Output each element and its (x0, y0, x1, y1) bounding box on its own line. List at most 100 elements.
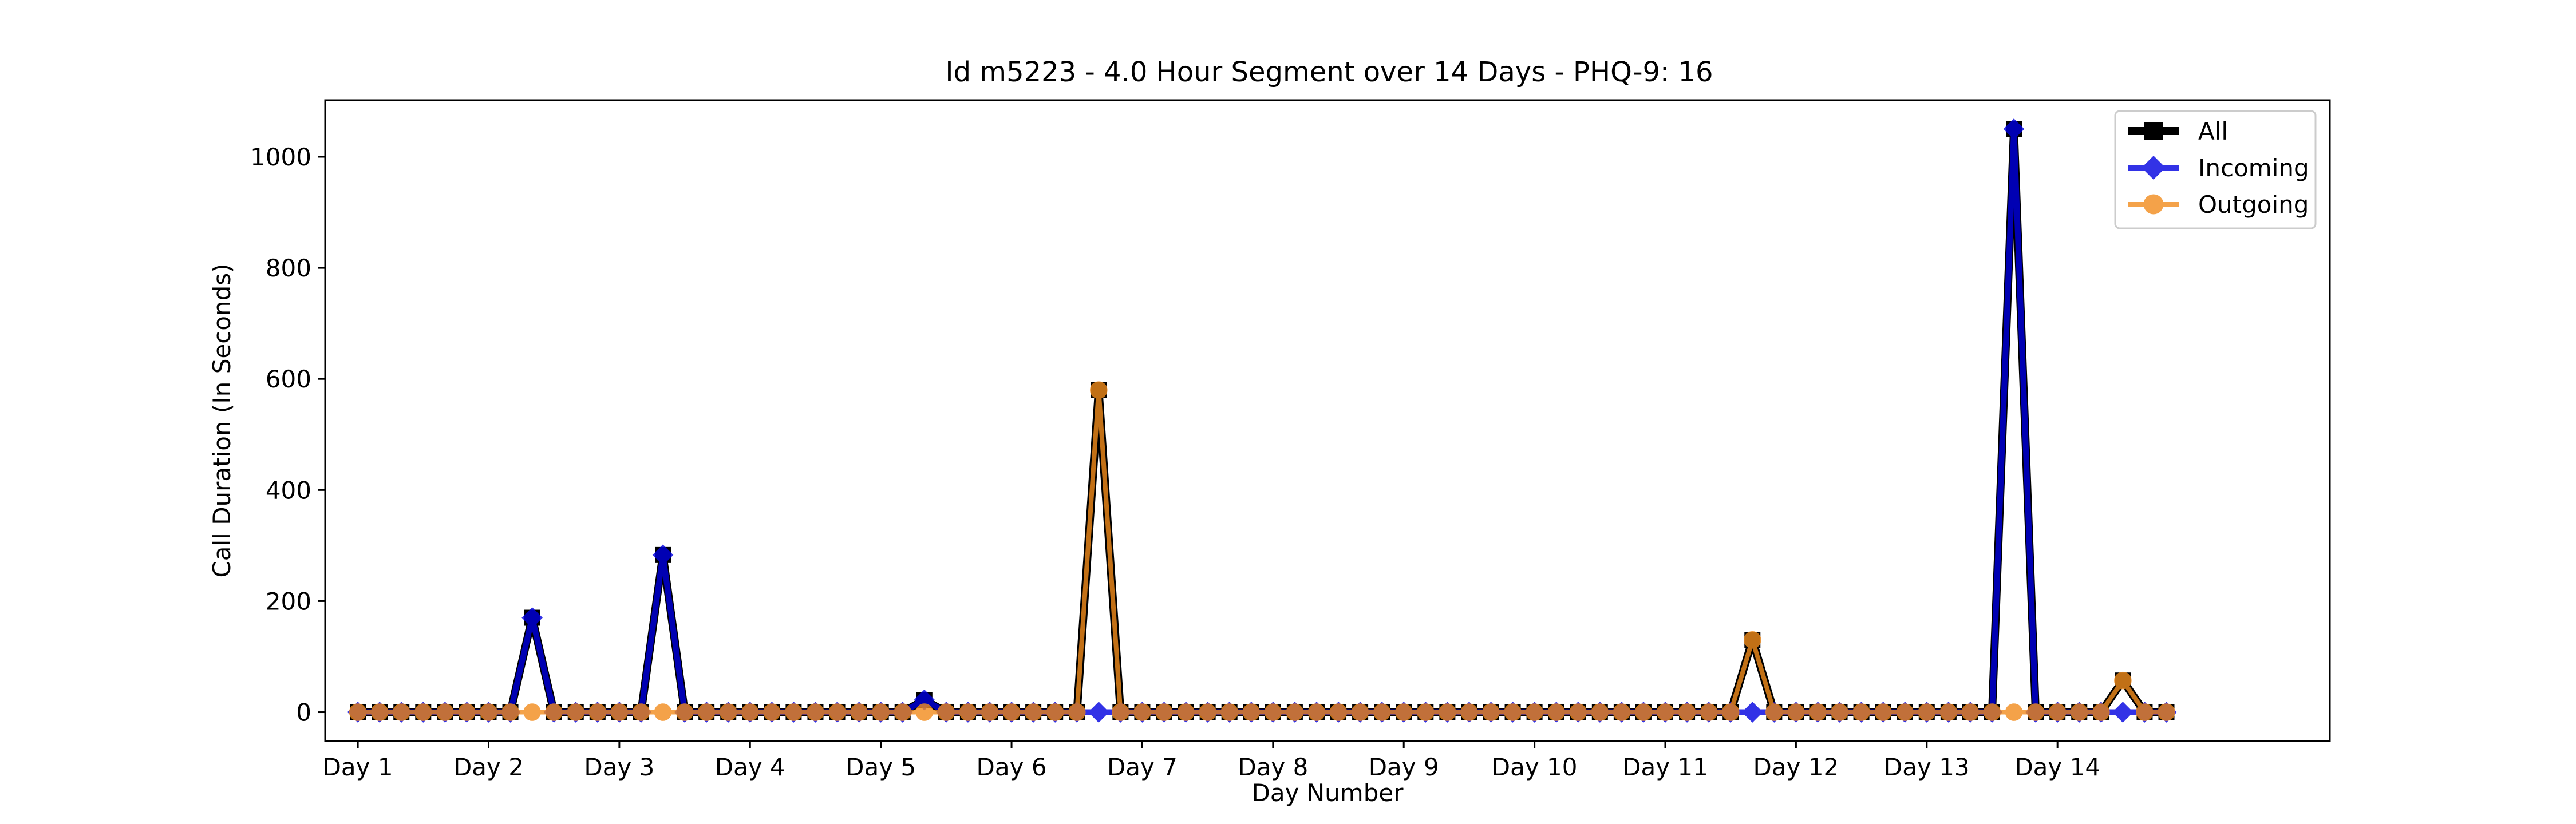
data-point-incoming (2003, 118, 2025, 140)
y-tick-label: 800 (266, 254, 311, 282)
data-point-outgoing (1656, 703, 1674, 721)
x-tick-label: Day 12 (1753, 753, 1839, 781)
x-tick-label: Day 13 (1884, 753, 1970, 781)
x-tick-label: Day 1 (323, 753, 393, 781)
legend-entry-all (2128, 122, 2179, 140)
y-axis-label: Call Duration (In Seconds) (208, 263, 236, 577)
data-point-outgoing (675, 703, 694, 721)
legend-label: Incoming (2198, 154, 2309, 182)
data-point-outgoing (1090, 381, 1108, 399)
data-point-outgoing (1721, 703, 1740, 721)
x-tick-label: Day 9 (1369, 753, 1439, 781)
data-point-outgoing (1852, 703, 1870, 721)
data-point-outgoing (414, 703, 432, 721)
y-tick-label: 0 (296, 699, 311, 727)
data-point-outgoing (1416, 703, 1435, 721)
data-point-outgoing (981, 703, 999, 721)
data-point-outgoing (1547, 703, 1565, 721)
data-point-outgoing (501, 703, 519, 721)
x-tick-label: Day 11 (1622, 753, 1708, 781)
data-point-outgoing (1918, 703, 1936, 721)
data-point-outgoing (2158, 703, 2175, 721)
data-point-outgoing (2048, 703, 2067, 721)
data-point-incoming (652, 544, 674, 566)
data-point-outgoing (872, 703, 890, 721)
data-point-outgoing (1765, 703, 1783, 721)
chart-title: Id m5223 - 4.0 Hour Segment over 14 Days… (945, 56, 1713, 88)
data-point-outgoing (1634, 703, 1653, 721)
data-point-outgoing (741, 703, 759, 721)
data-point-outgoing (1439, 703, 1456, 721)
data-point-outgoing (567, 703, 585, 721)
data-point-outgoing (785, 703, 803, 721)
data-point-outgoing (1394, 703, 1413, 721)
data-point-outgoing (828, 703, 846, 721)
data-point-outgoing (807, 703, 824, 721)
data-point-outgoing (610, 703, 629, 721)
data-point-outgoing (1939, 703, 1958, 721)
data-point-outgoing (1307, 703, 1326, 721)
x-tick-label: Day 8 (1238, 753, 1308, 781)
data-point-outgoing (588, 703, 607, 721)
data-point-outgoing (1046, 703, 1064, 721)
x-tick-label: Day 7 (1107, 753, 1178, 781)
data-point-outgoing (480, 703, 497, 721)
data-point-outgoing (2114, 671, 2132, 690)
data-point-outgoing (1242, 703, 1261, 721)
x-axis-label: Day Number (1251, 779, 1404, 807)
data-point-outgoing (1286, 703, 1304, 721)
data-point-outgoing (545, 703, 563, 721)
legend-label: All (2198, 117, 2228, 145)
data-point-outgoing (436, 703, 454, 721)
plot-frame (324, 99, 2331, 742)
y-tick-label: 200 (266, 587, 311, 615)
data-point-outgoing (392, 703, 410, 721)
data-point-outgoing (1112, 703, 1129, 721)
data-point-outgoing (654, 703, 672, 721)
data-point-outgoing (1504, 703, 1522, 721)
data-point-outgoing (1482, 703, 1500, 721)
data-point-outgoing (632, 703, 650, 721)
data-point-outgoing (915, 703, 934, 721)
data-point-outgoing (1460, 703, 1478, 721)
x-axis: Day 1 Day 2 Day 3 Day 4 Day 5 Day 6 Day 7 Day 8… (323, 741, 2100, 781)
data-point-outgoing (1199, 703, 1216, 721)
data-point-outgoing (1569, 703, 1587, 721)
data-point-outgoing (1068, 703, 1086, 721)
plot-area (325, 100, 2330, 741)
data-point-outgoing (458, 703, 476, 721)
data-point-outgoing (349, 703, 367, 721)
legend-marker-outgoing (2143, 194, 2164, 215)
data-point-outgoing (370, 703, 389, 721)
data-point-outgoing (1896, 703, 1914, 721)
data-point-outgoing (1787, 703, 1805, 721)
y-axis: 0 200 400 600 800 1000 (250, 143, 325, 727)
data-point-outgoing (1700, 703, 1718, 721)
data-point-outgoing (1961, 703, 1980, 721)
data-point-outgoing (937, 703, 955, 721)
x-tick-label: Day 14 (2014, 753, 2100, 781)
x-tick-label: Day 6 (977, 753, 1047, 781)
data-point-outgoing (1220, 703, 1239, 721)
y-tick-label: 1000 (250, 143, 311, 171)
data-point-outgoing (894, 703, 912, 721)
data-point-outgoing (1591, 703, 1609, 721)
data-point-outgoing (2026, 703, 2045, 721)
data-point-outgoing (2136, 703, 2154, 721)
data-point-outgoing (719, 703, 737, 721)
data-point-outgoing (1809, 703, 1827, 721)
data-point-outgoing (697, 703, 716, 721)
x-tick-label: Day 3 (584, 753, 654, 781)
data-point-incoming (1741, 702, 1763, 723)
data-point-outgoing (1329, 703, 1348, 721)
data-point-incoming (1088, 702, 1109, 723)
data-point-outgoing (850, 703, 868, 721)
data-point-outgoing (1983, 703, 2001, 721)
data-point-incoming (2112, 702, 2134, 723)
data-point-outgoing (2070, 703, 2088, 721)
legend-marker-incoming (2142, 156, 2166, 180)
data-point-incoming (521, 607, 543, 628)
data-point-outgoing (1024, 703, 1042, 721)
data-point-outgoing (763, 703, 781, 721)
